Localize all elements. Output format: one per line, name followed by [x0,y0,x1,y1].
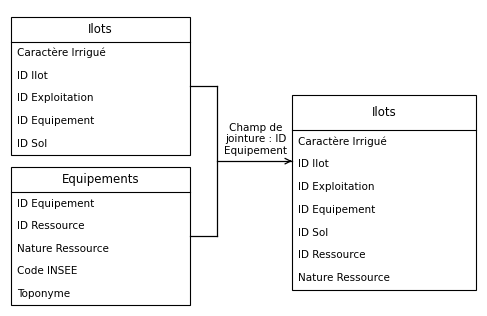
Text: Ilots: Ilots [88,23,113,36]
Text: Equipements: Equipements [62,173,139,186]
Text: ID Equipement: ID Equipement [17,116,94,126]
Text: ID Exploitation: ID Exploitation [298,182,374,192]
Text: Ilots: Ilots [372,106,396,119]
Text: ID Exploitation: ID Exploitation [17,93,94,103]
Text: ID Ilot: ID Ilot [17,71,48,81]
Text: Caractère Irrigué: Caractère Irrigué [298,137,387,147]
Bar [11,167,190,305]
Text: ID Sol: ID Sol [17,139,47,149]
Text: Champ de
jointure : ID
Equipement: Champ de jointure : ID Equipement [224,123,287,156]
Text: ID Sol: ID Sol [298,228,328,238]
Text: Toponyme: Toponyme [17,289,70,299]
Text: Nature Ressource: Nature Ressource [17,244,109,254]
Text: ID Equipement: ID Equipement [17,198,94,209]
Text: Nature Ressource: Nature Ressource [298,273,390,283]
Text: ID Equipement: ID Equipement [298,205,375,215]
Text: ID Ressource: ID Ressource [298,251,365,260]
Text: ID Ilot: ID Ilot [298,160,329,169]
Text: Caractère Irrigué: Caractère Irrigué [17,48,106,58]
Bar [11,17,190,155]
Bar [292,95,476,289]
Text: ID Ressource: ID Ressource [17,221,84,231]
Text: Code INSEE: Code INSEE [17,266,77,276]
